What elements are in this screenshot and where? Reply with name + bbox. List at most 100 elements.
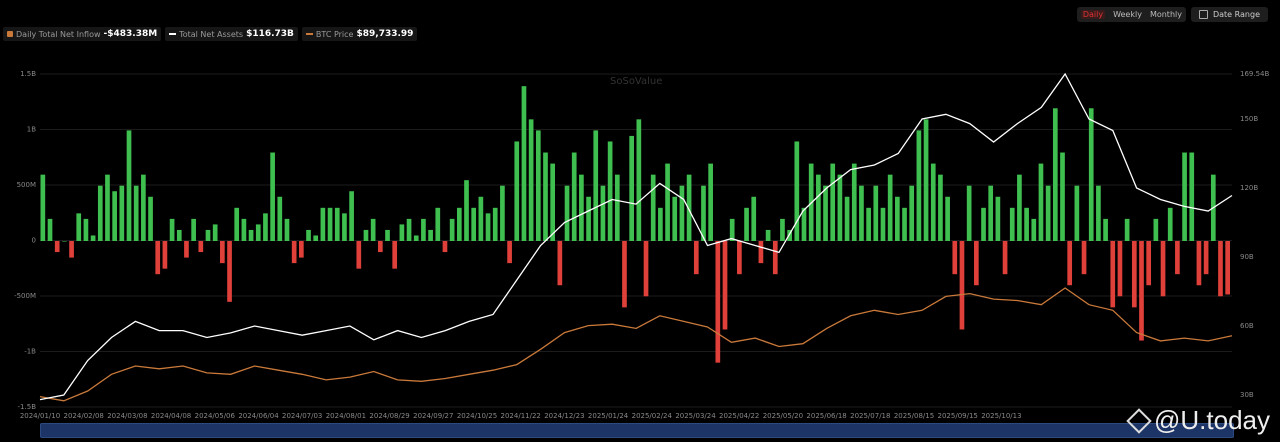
inflow-bar <box>679 185 685 241</box>
inflow-bar <box>471 207 477 241</box>
left-axis-tick: -500M <box>14 292 36 300</box>
right-axis-tick: 169.54B <box>1240 70 1269 78</box>
x-axis-tick: 2025/05/20 <box>763 412 803 420</box>
inflow-bar <box>1189 152 1195 241</box>
inflow-bar <box>306 229 311 241</box>
inflow-bar <box>737 241 742 275</box>
inflow-bar <box>586 196 591 241</box>
inflow-bar <box>938 174 943 241</box>
inflow-bar <box>1031 218 1037 241</box>
inflow-bar <box>205 229 211 241</box>
legend-inflow[interactable]: Daily Total Net Inflow -$483.38M <box>3 27 162 41</box>
inflow-bar <box>428 229 433 241</box>
x-axis-tick: 2024/05/06 <box>195 412 236 420</box>
inflow-bar <box>794 141 800 241</box>
inflow-bar <box>248 229 254 241</box>
date-range-button[interactable]: Date Range <box>1190 7 1268 22</box>
inflow-bar <box>988 185 994 241</box>
inflow-bar <box>816 174 821 241</box>
inflow-bar <box>1088 108 1094 241</box>
x-axis-tick: 2024/08/01 <box>326 412 366 420</box>
legend-assets-value: $116.73B <box>246 29 294 39</box>
inflow-swatch-icon <box>7 31 13 37</box>
inflow-bar <box>1081 241 1087 275</box>
inflow-bar <box>751 196 757 241</box>
inflow-bar <box>291 241 297 264</box>
inflow-bar <box>464 180 469 241</box>
watermark: SoSoValue <box>610 76 663 87</box>
inflow-bar <box>492 207 498 241</box>
inflow-bar <box>76 213 82 241</box>
inflow-bar <box>665 163 670 241</box>
legend-assets[interactable]: Total Net Assets $116.73B <box>165 27 298 41</box>
weekly-button[interactable]: Weekly <box>1113 10 1142 19</box>
inflow-bar <box>97 185 103 241</box>
inflow-bar <box>966 185 972 241</box>
inflow-bar <box>557 241 563 286</box>
inflow-bar <box>1038 163 1044 241</box>
inflow-bar <box>772 241 778 275</box>
inflow-bar <box>105 174 110 241</box>
inflow-bar <box>514 141 520 241</box>
right-axis-tick: 30B <box>1240 391 1254 399</box>
calendar-icon <box>1198 10 1208 19</box>
inflow-bar <box>1110 241 1116 308</box>
inflow-bar <box>500 185 505 241</box>
inflow-bar <box>564 185 570 241</box>
inflow-bar <box>981 207 986 241</box>
inflow-bar <box>1196 241 1202 286</box>
inflow-bar <box>212 224 218 241</box>
inflow-bar <box>758 241 764 264</box>
inflow-bar <box>1131 241 1137 308</box>
inflow-bar <box>780 218 785 241</box>
inflow-bar <box>959 241 965 330</box>
inflow-bar <box>672 196 678 241</box>
inflow-bar <box>83 218 89 241</box>
inflow-bar <box>658 207 663 241</box>
inflow-bar <box>1045 185 1051 241</box>
inflow-bar <box>334 207 340 241</box>
inflow-bar <box>593 130 599 241</box>
range-navigator[interactable] <box>40 423 1234 438</box>
inflow-bar <box>176 229 182 241</box>
right-axis-tick: 90B <box>1240 253 1254 261</box>
right-axis-tick: 150B <box>1240 115 1258 123</box>
daily-button[interactable]: Daily <box>1080 10 1106 19</box>
inflow-bar <box>220 241 225 264</box>
inflow-bar <box>356 241 362 269</box>
inflow-bar <box>406 218 412 241</box>
inflow-bar <box>241 218 247 241</box>
inflow-bar <box>801 207 807 241</box>
inflow-bar <box>1024 207 1029 241</box>
inflow-bar <box>112 191 117 241</box>
inflow-bar <box>449 218 455 241</box>
inflow-bar <box>1009 207 1015 241</box>
inflow-bar <box>148 196 153 241</box>
btc-line-icon <box>305 33 313 35</box>
inflow-bar <box>844 196 850 241</box>
inflow-bar <box>708 163 713 241</box>
assets-line-icon <box>169 33 177 35</box>
inflow-bar <box>851 163 857 241</box>
inflow-bar <box>399 224 405 241</box>
inflow-bar <box>349 191 354 241</box>
x-axis-tick: 2025/09/15 <box>938 412 978 420</box>
legend-btc[interactable]: BTC Price $89,733.99 <box>301 27 418 41</box>
inflow-bar <box>650 174 656 241</box>
monthly-button[interactable]: Monthly <box>1149 10 1182 19</box>
x-axis-tick: 2024/11/22 <box>501 412 541 420</box>
left-axis-tick: 0 <box>32 237 36 245</box>
inflow-bar <box>456 207 462 241</box>
inflow-bar <box>284 218 290 241</box>
inflow-bar <box>837 174 843 241</box>
net-assets-line <box>39 72 1233 401</box>
inflow-bar <box>162 241 168 269</box>
inflow-bar <box>421 218 426 241</box>
inflow-bar <box>930 163 936 241</box>
inflow-bar <box>370 218 376 241</box>
inflow-bar <box>1139 241 1144 341</box>
inflow-bar <box>973 241 979 286</box>
inflow-bar <box>830 163 836 241</box>
inflow-bar <box>744 207 749 241</box>
